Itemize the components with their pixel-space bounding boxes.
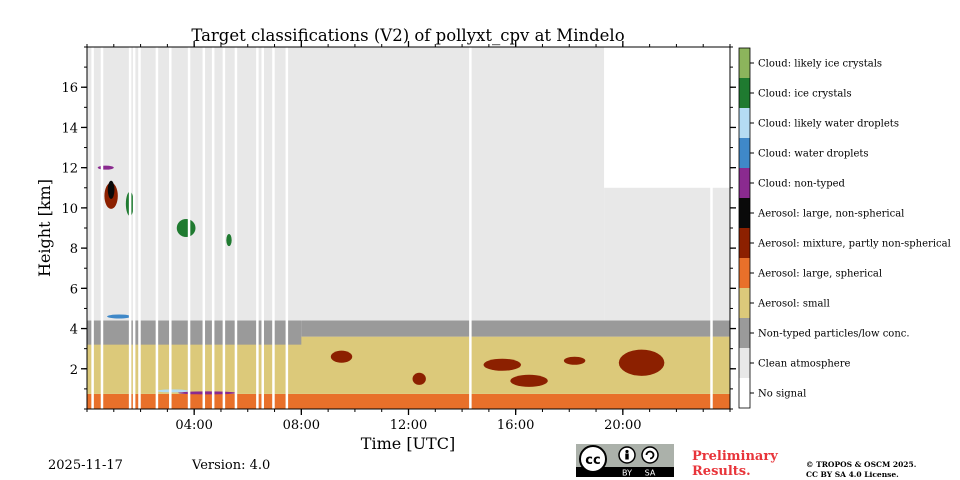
class-feature bbox=[412, 372, 426, 385]
y-tick-label: 6 bbox=[70, 282, 78, 297]
axes: 04:00 08:00 12:00 16:00 20:00 2 4 6 8 10 12 14 16 bbox=[61, 41, 736, 433]
legend-swatch bbox=[739, 108, 750, 138]
data-gap bbox=[285, 47, 289, 409]
legend-label: Cloud: likely ice crystals bbox=[758, 59, 882, 70]
class-feature bbox=[176, 218, 196, 238]
legend-swatch bbox=[739, 378, 750, 408]
colorbar-legend: Cloud: likely ice crystals Cloud: ice cry… bbox=[738, 47, 951, 409]
legend-swatch bbox=[739, 258, 750, 288]
data-gap bbox=[187, 47, 191, 409]
class-feature bbox=[483, 358, 522, 371]
legend-swatch bbox=[739, 318, 750, 348]
legend-swatch bbox=[739, 228, 750, 258]
legend-label: Non-typed particles/low conc. bbox=[758, 329, 910, 340]
data-gap bbox=[710, 47, 713, 409]
data-gap bbox=[234, 47, 238, 409]
x-tick-label: 08:00 bbox=[283, 418, 320, 433]
data-gap bbox=[132, 47, 136, 409]
legend-swatch bbox=[739, 348, 750, 378]
y-tick-label: 12 bbox=[61, 162, 78, 177]
data-gap bbox=[155, 47, 159, 409]
class-feature bbox=[97, 165, 114, 170]
class-layer bbox=[301, 320, 730, 337]
y-tick-label: 14 bbox=[61, 121, 78, 136]
class-feature bbox=[107, 314, 132, 319]
y-tick-label: 16 bbox=[61, 81, 78, 96]
copyright-line-2: CC BY SA 4.0 License. bbox=[806, 470, 899, 479]
class-feature bbox=[563, 356, 586, 365]
legend-swatch bbox=[739, 48, 750, 78]
preliminary-notice: Preliminary Results. bbox=[692, 449, 778, 479]
legend-label: Cloud: likely water droplets bbox=[758, 119, 899, 130]
data-gap bbox=[272, 47, 275, 409]
y-tick-label: 4 bbox=[70, 323, 78, 338]
x-tick-label: 16:00 bbox=[497, 418, 534, 433]
y-axis-label: Height [km] bbox=[35, 179, 54, 277]
class-feature bbox=[226, 234, 232, 247]
version-label: Version: 4.0 bbox=[192, 458, 271, 473]
legend-swatch bbox=[739, 78, 750, 108]
x-tick-label: 04:00 bbox=[175, 418, 212, 433]
data-gap bbox=[211, 47, 215, 409]
data-gap bbox=[202, 47, 206, 409]
legend-swatch bbox=[739, 138, 750, 168]
class-feature bbox=[156, 389, 189, 393]
legend-label: Cloud: water droplets bbox=[758, 149, 869, 160]
class-layer bbox=[87, 316, 302, 345]
data-gap bbox=[91, 47, 94, 409]
data-gap bbox=[100, 47, 104, 409]
class-feature bbox=[178, 391, 238, 395]
legend-swatch bbox=[739, 288, 750, 318]
date-label: 2025-11-17 bbox=[48, 458, 123, 473]
legend-label: Aerosol: large, spherical bbox=[757, 269, 882, 280]
class-layer bbox=[604, 187, 730, 321]
cc-sa-text: SA bbox=[645, 469, 656, 478]
class-feature bbox=[107, 180, 115, 199]
legend-label: Cloud: ice crystals bbox=[758, 89, 852, 100]
sa-icon bbox=[641, 446, 659, 464]
data-gap bbox=[261, 47, 264, 409]
data-gap bbox=[169, 47, 172, 409]
legend-label: Aerosol: mixture, partly non-spherical bbox=[757, 239, 951, 250]
x-tick-label: 12:00 bbox=[390, 418, 427, 433]
class-layer bbox=[87, 393, 730, 409]
legend-label: No signal bbox=[758, 389, 806, 400]
x-axis-label: Time [UTC] bbox=[361, 434, 455, 453]
copyright-line-1: © TROPOS & OSCM 2025. bbox=[806, 460, 917, 469]
x-tick-label: 20:00 bbox=[604, 418, 641, 433]
data-gap bbox=[138, 47, 141, 409]
legend-label: Aerosol: small bbox=[757, 299, 830, 310]
preliminary-line-1: Preliminary bbox=[692, 449, 778, 464]
cc-icon: cc bbox=[585, 453, 600, 468]
class-feature bbox=[330, 350, 353, 363]
legend-label: Clean atmosphere bbox=[758, 359, 851, 370]
cc-by-text: BY bbox=[622, 469, 632, 478]
preliminary-line-2: Results. bbox=[692, 464, 751, 479]
class-feature bbox=[510, 374, 548, 387]
legend-label: Cloud: non-typed bbox=[758, 179, 846, 190]
class-feature bbox=[618, 349, 665, 376]
data-gap bbox=[469, 47, 472, 409]
data-gap bbox=[256, 47, 259, 409]
cc-license-badge: cc BY SA bbox=[576, 444, 674, 477]
plot-area bbox=[87, 47, 730, 409]
chart-title: Target classifications (V2) of pollyxt_c… bbox=[191, 26, 624, 45]
legend-swatch bbox=[739, 168, 750, 198]
legend-frame bbox=[738, 47, 751, 409]
legend-label: Aerosol: large, non-spherical bbox=[757, 209, 904, 220]
copyright-notice: © TROPOS & OSCM 2025. CC BY SA 4.0 Licen… bbox=[806, 460, 916, 480]
y-tick-label: 8 bbox=[70, 242, 78, 257]
legend-swatch bbox=[739, 198, 750, 228]
class-layer bbox=[87, 47, 605, 321]
data-gap bbox=[222, 47, 226, 409]
data-gap bbox=[128, 47, 132, 409]
y-tick-label: 2 bbox=[70, 363, 78, 378]
y-tick-label: 10 bbox=[61, 202, 78, 217]
